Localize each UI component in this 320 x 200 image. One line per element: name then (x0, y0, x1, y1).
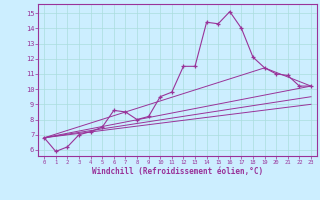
X-axis label: Windchill (Refroidissement éolien,°C): Windchill (Refroidissement éolien,°C) (92, 167, 263, 176)
